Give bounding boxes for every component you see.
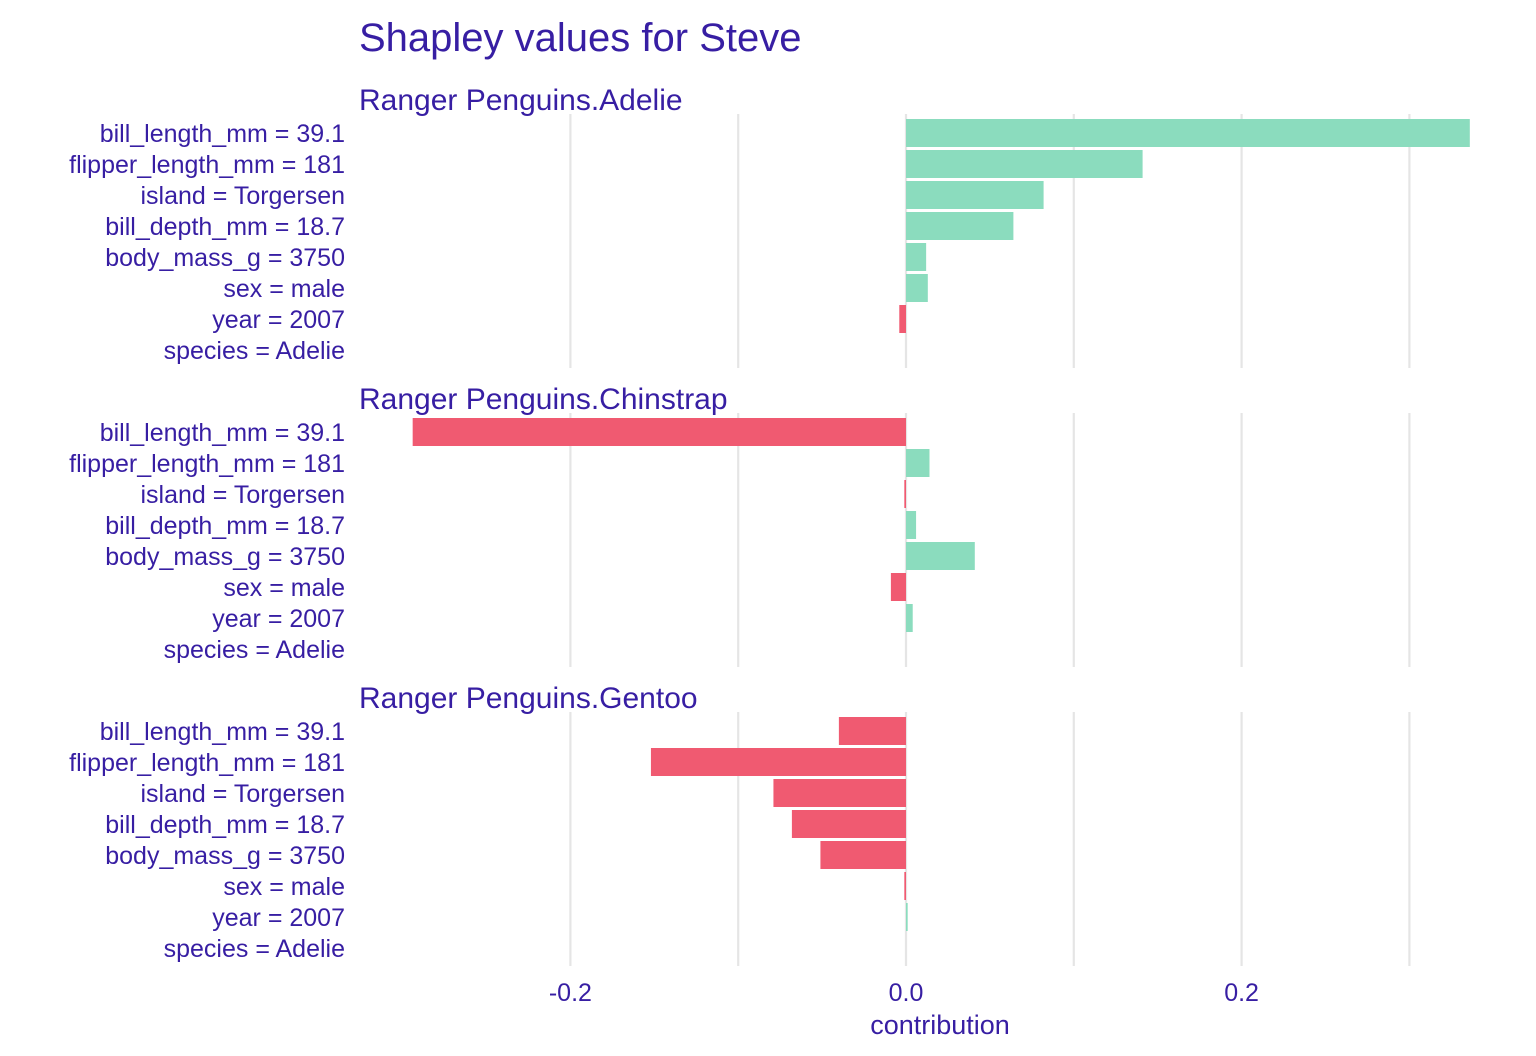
row-label: year = 2007 [212, 306, 345, 334]
panels: Ranger Penguins.Adelie bill_length_mm = 3… [69, 84, 1470, 966]
panel-title: Ranger Penguins.Chinstrap [359, 383, 728, 416]
row-label: bill_length_mm = 39.1 [100, 419, 345, 447]
panel-title: Ranger Penguins.Gentoo [359, 682, 698, 715]
bar [906, 274, 928, 302]
row-label: flipper_length_mm = 181 [69, 450, 345, 478]
bar [906, 604, 913, 632]
bar [906, 212, 1014, 240]
row-label: body_mass_g = 3750 [105, 543, 345, 571]
row-label: species = Adelie [164, 636, 345, 664]
x-tick-label: 0.2 [1224, 979, 1259, 1007]
row-label: body_mass_g = 3750 [105, 842, 345, 870]
bar [906, 542, 975, 570]
panel-2: Ranger Penguins.Chinstrap bill_length_mm … [69, 383, 1411, 667]
row-label: year = 2007 [212, 605, 345, 633]
row-label: flipper_length_mm = 181 [69, 749, 345, 777]
bar [906, 449, 930, 477]
bar [906, 903, 908, 931]
x-axis: -0.2 0.0 0.2 [549, 979, 1259, 1007]
x-axis-label: contribution [870, 1010, 1010, 1040]
panel-title: Ranger Penguins.Adelie [359, 84, 683, 117]
bar [412, 418, 906, 446]
panel-1: Ranger Penguins.Adelie bill_length_mm = 3… [69, 84, 1470, 368]
bar [906, 181, 1044, 209]
panel-3: Ranger Penguins.Gentoo bill_length_mm = 3… [69, 682, 1411, 966]
row-label: bill_length_mm = 39.1 [100, 120, 345, 148]
row-label: species = Adelie [164, 935, 345, 963]
row-label: sex = male [223, 275, 345, 303]
bar [820, 841, 906, 869]
bar [791, 810, 906, 838]
bar [904, 872, 906, 900]
bar [650, 748, 906, 776]
bar [906, 243, 927, 271]
bar [906, 119, 1470, 147]
row-label: island = Torgersen [140, 481, 345, 509]
row-label: sex = male [223, 574, 345, 602]
row-label: bill_depth_mm = 18.7 [105, 213, 345, 241]
bar [906, 150, 1143, 178]
row-label: sex = male [223, 873, 345, 901]
bar [773, 779, 906, 807]
row-label: bill_length_mm = 39.1 [100, 718, 345, 746]
row-label: flipper_length_mm = 181 [69, 151, 345, 179]
row-label: bill_depth_mm = 18.7 [105, 512, 345, 540]
row-label: year = 2007 [212, 904, 345, 932]
bar [906, 511, 917, 539]
bar [899, 305, 906, 333]
bar [838, 717, 906, 745]
chart-title: Shapley values for Steve [359, 16, 801, 60]
x-tick-label: -0.2 [549, 979, 592, 1007]
row-label: body_mass_g = 3750 [105, 244, 345, 272]
row-label: island = Torgersen [140, 182, 345, 210]
row-label: bill_depth_mm = 18.7 [105, 811, 345, 839]
bar [904, 480, 906, 508]
row-label: island = Torgersen [140, 780, 345, 808]
bar [890, 573, 906, 601]
row-label: species = Adelie [164, 337, 345, 365]
x-tick-label: 0.0 [889, 979, 924, 1007]
